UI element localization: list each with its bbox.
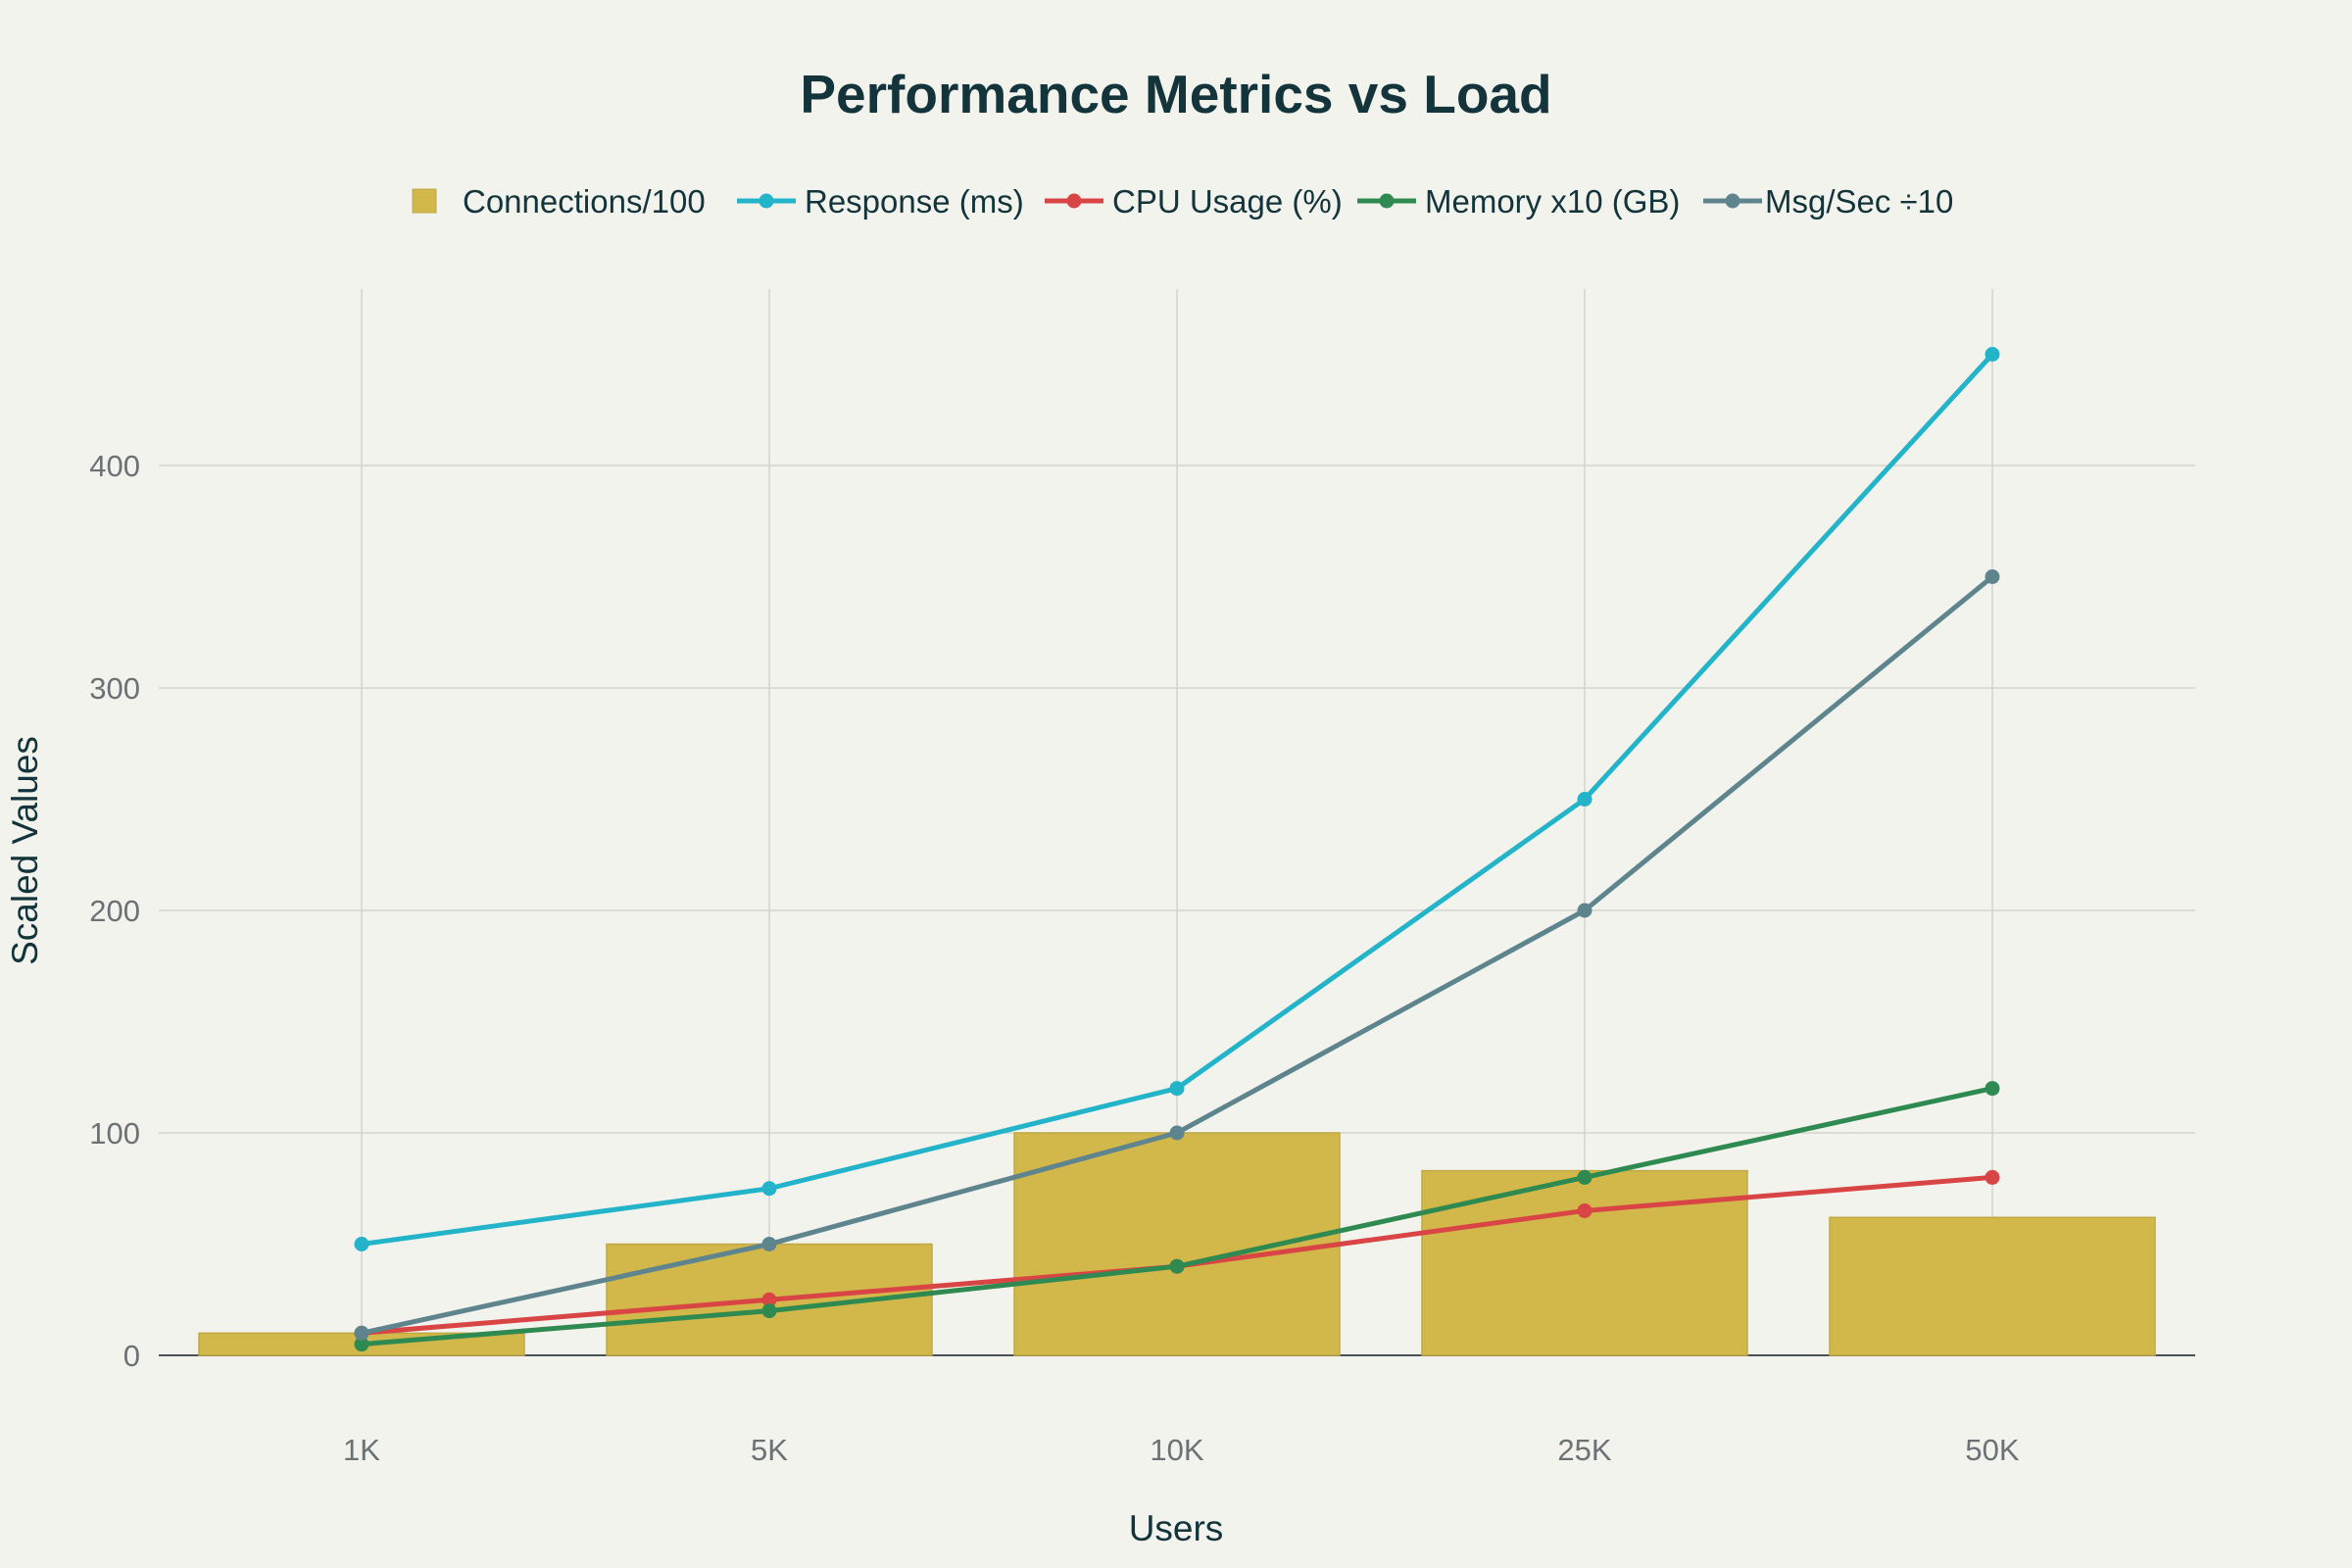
- x-tick-label: 50K: [1965, 1433, 2019, 1467]
- legend-label: CPU Usage (%): [1112, 183, 1343, 220]
- legend-swatch-marker: [1379, 193, 1395, 209]
- x-tick-label: 1K: [343, 1433, 380, 1467]
- series-line-group: [354, 569, 2000, 1341]
- chart-title: Performance Metrics vs Load: [800, 64, 1551, 124]
- x-tick-label: 25K: [1557, 1433, 1611, 1467]
- data-point: [1577, 1202, 1592, 1218]
- tick-layer: 1K 5K 10K 25K 50K 0 100 200 300 400: [89, 449, 2020, 1467]
- legend-swatch-marker: [1066, 193, 1082, 209]
- data-point: [1169, 1258, 1185, 1274]
- y-tick-label: 200: [89, 894, 140, 928]
- line-layer: [354, 347, 2000, 1352]
- data-point: [1169, 1081, 1185, 1097]
- legend-item: Memory x10 (GB): [1357, 183, 1680, 220]
- bar-layer: [198, 1132, 2156, 1356]
- data-point: [1984, 1081, 2000, 1097]
- bar: [1421, 1169, 1748, 1356]
- data-point: [354, 1337, 369, 1352]
- legend-label: Msg/Sec ÷10: [1765, 183, 1953, 220]
- legend-swatch-marker: [759, 193, 774, 209]
- legend: Connections/100 Response (ms) CPU Usage (%…: [412, 183, 1953, 220]
- data-point: [761, 1181, 777, 1197]
- legend-item: CPU Usage (%): [1045, 183, 1343, 220]
- legend-swatch-bar: [412, 188, 437, 214]
- data-point: [1984, 347, 2000, 362]
- y-tick-label: 100: [89, 1116, 140, 1151]
- legend-swatch-marker: [1725, 193, 1740, 209]
- y-axis-title: Scaled Values: [5, 736, 45, 965]
- x-tick-label: 5K: [751, 1433, 788, 1467]
- data-point: [1577, 792, 1592, 807]
- data-point: [1577, 903, 1592, 918]
- bar: [1829, 1216, 2156, 1356]
- data-point: [354, 1237, 369, 1251]
- data-point: [354, 1325, 369, 1341]
- legend-label: Connections/100: [463, 183, 706, 220]
- legend-item: Response (ms): [737, 183, 1024, 220]
- data-point: [1984, 569, 2000, 584]
- data-point: [761, 1237, 777, 1251]
- series-line-group: [354, 347, 2000, 1251]
- x-tick-label: 10K: [1150, 1433, 1203, 1467]
- series-line-group: [354, 1081, 2000, 1352]
- legend-item: Connections/100: [412, 183, 706, 220]
- y-tick-label: 0: [123, 1339, 140, 1373]
- data-point: [1577, 1169, 1592, 1185]
- y-tick-label: 400: [89, 449, 140, 483]
- data-point: [761, 1303, 777, 1319]
- legend-label: Response (ms): [805, 183, 1024, 220]
- data-point: [1169, 1125, 1185, 1141]
- y-tick-label: 300: [89, 671, 140, 706]
- legend-item: Msg/Sec ÷10: [1703, 183, 1953, 220]
- data-point: [761, 1292, 777, 1307]
- x-axis-title: Users: [1129, 1508, 1224, 1548]
- data-point: [1984, 1169, 2000, 1185]
- legend-label: Memory x10 (GB): [1425, 183, 1680, 220]
